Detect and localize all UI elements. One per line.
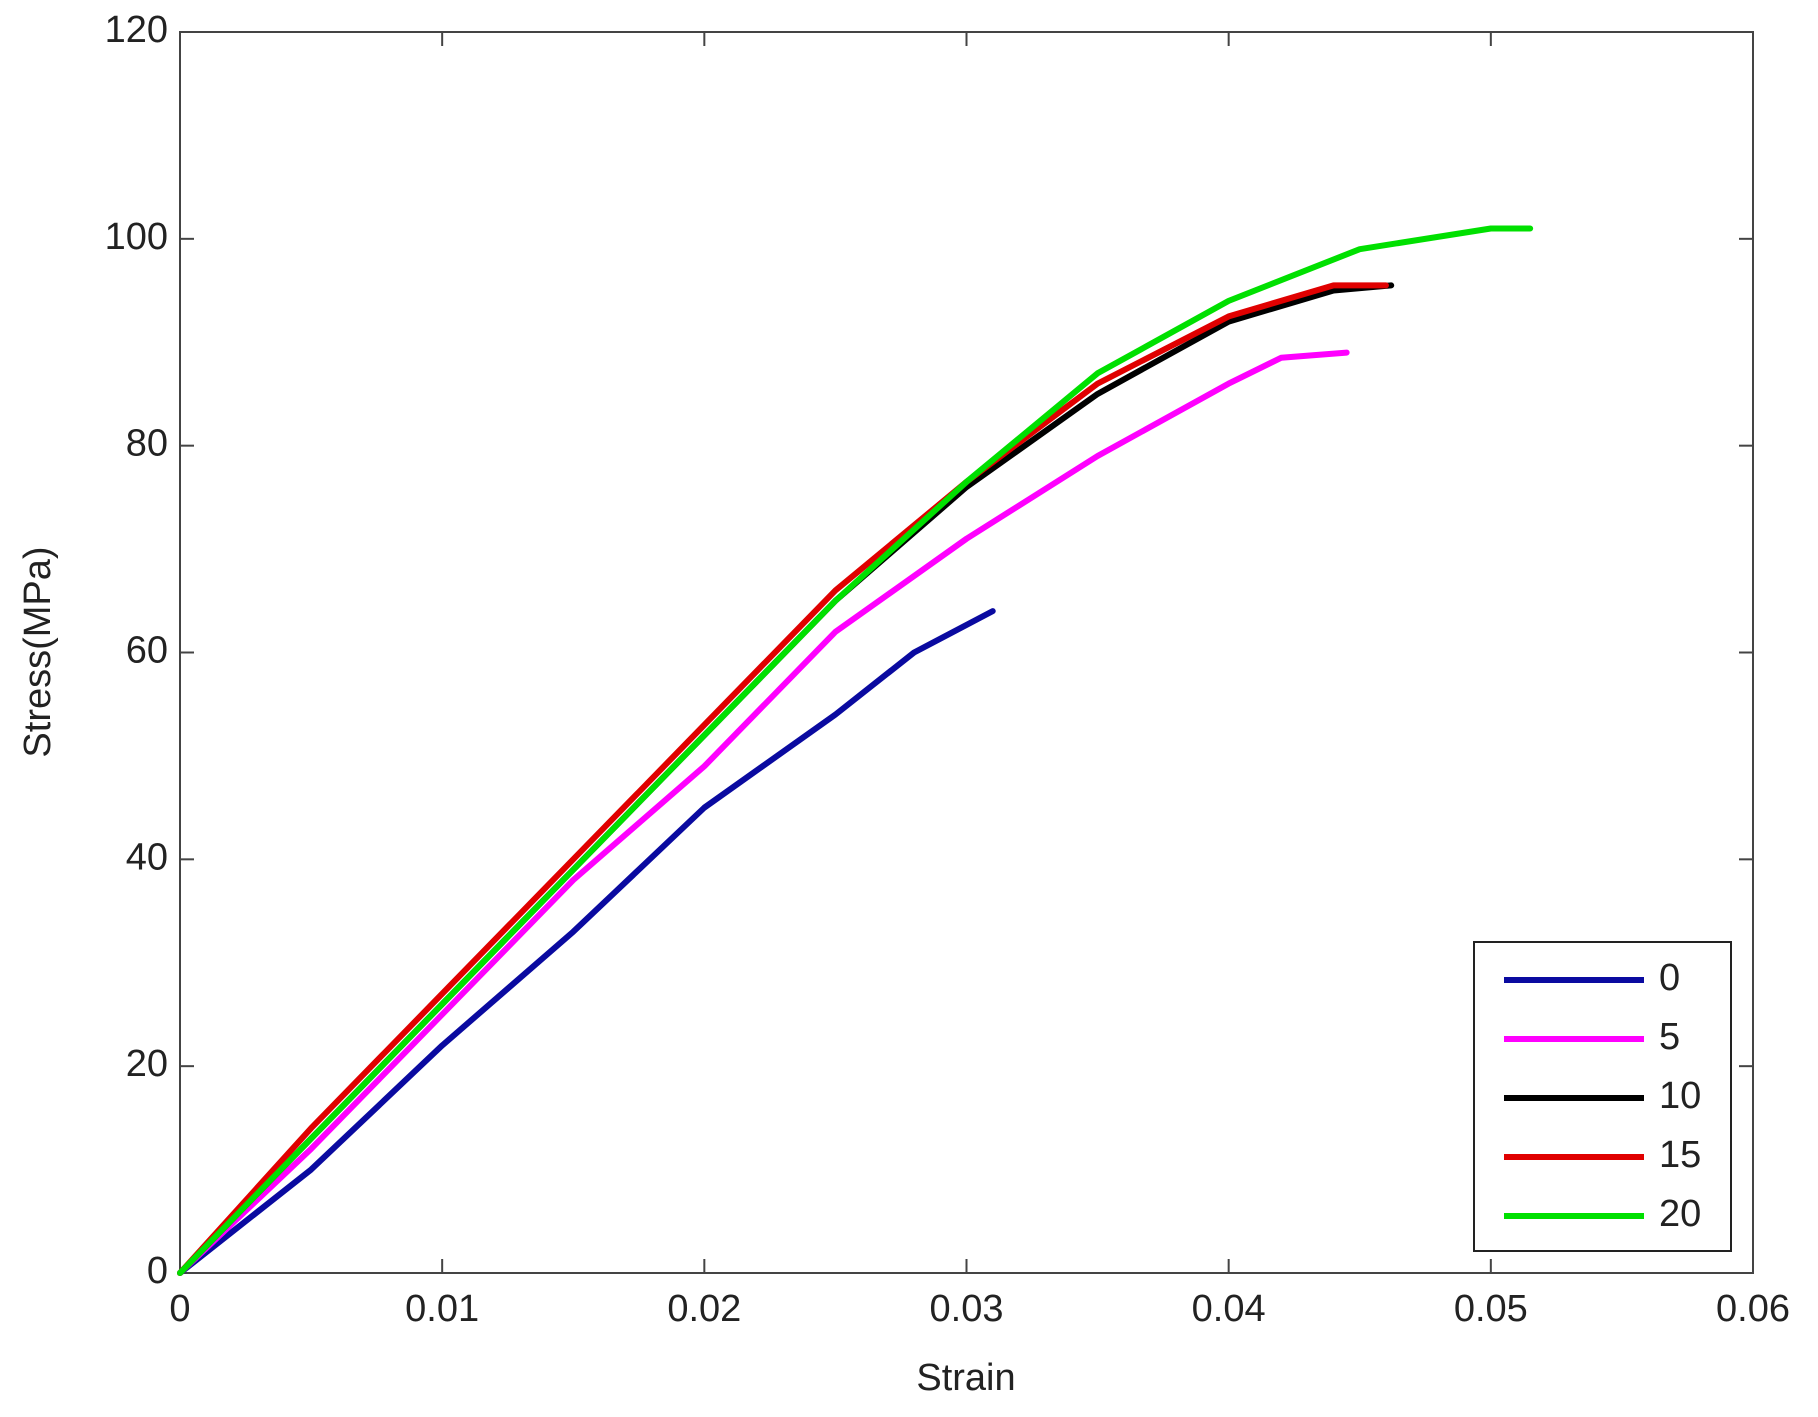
- x-tick-label: 0.03: [930, 1288, 1004, 1330]
- x-tick-label: 0.06: [1716, 1288, 1790, 1330]
- data-line: [177, 349, 1350, 1276]
- y-tick-label: 20: [126, 1043, 168, 1085]
- x-tick-label: 0.01: [405, 1288, 479, 1330]
- legend-label: 20: [1659, 1193, 1701, 1235]
- y-tick-label: 80: [126, 423, 168, 465]
- legend-label: 0: [1659, 957, 1680, 999]
- data-line: [177, 282, 1389, 1276]
- x-tick-label: 0.05: [1454, 1288, 1528, 1330]
- y-axis-label: Stress(MPa): [17, 546, 59, 757]
- y-tick-label: 40: [126, 836, 168, 878]
- legend-label: 15: [1659, 1134, 1701, 1176]
- x-tick-label: 0.04: [1192, 1288, 1266, 1330]
- data-line: [177, 225, 1534, 1276]
- y-tick-label: 0: [147, 1250, 168, 1292]
- legend-label: 10: [1659, 1075, 1701, 1117]
- x-tick-label: 0: [169, 1288, 190, 1330]
- x-axis-label: Strain: [916, 1357, 1015, 1399]
- y-tick-label: 60: [126, 630, 168, 672]
- y-tick-label: 120: [105, 9, 168, 51]
- y-tick-label: 100: [105, 216, 168, 258]
- legend-label: 5: [1659, 1016, 1680, 1058]
- data-line: [177, 608, 996, 1276]
- x-tick-label: 0.02: [667, 1288, 741, 1330]
